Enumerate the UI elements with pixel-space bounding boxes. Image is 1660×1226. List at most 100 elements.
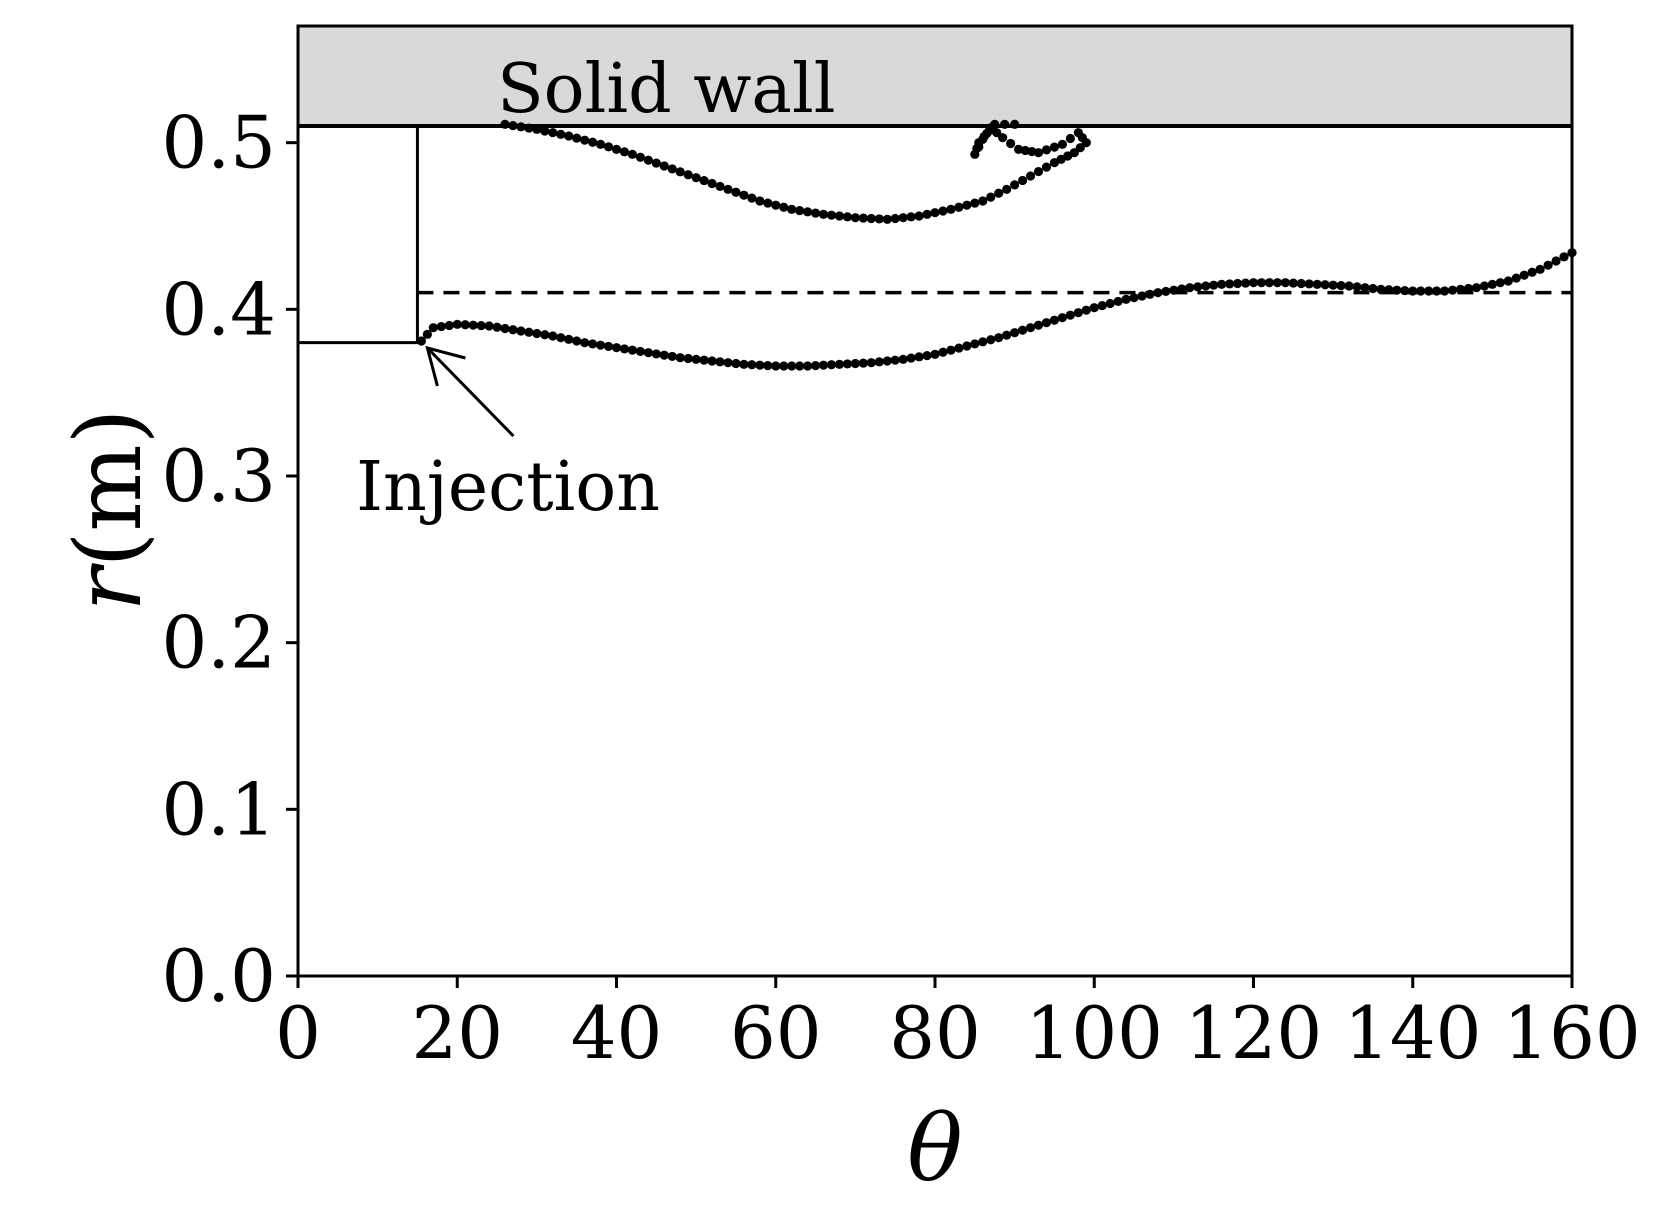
data-point [715, 181, 725, 192]
data-point [1280, 278, 1290, 288]
data-point [763, 360, 773, 371]
data-point [979, 131, 989, 142]
data-point [1559, 252, 1569, 262]
data-point [611, 144, 622, 154]
y-tick-label: 0.3 [161, 434, 276, 518]
data-point [1169, 285, 1179, 295]
data-point [1511, 273, 1521, 283]
data-point [914, 211, 924, 221]
data-point [572, 133, 582, 143]
y-tick-label: 0.5 [161, 101, 276, 185]
injection-inlet [298, 126, 419, 345]
data-point [834, 211, 845, 221]
data-point [1049, 142, 1060, 152]
data-point [516, 326, 526, 336]
data-point [1185, 283, 1195, 293]
data-point [922, 209, 932, 219]
injection-arrow-head [425, 345, 466, 387]
data-point [1535, 264, 1545, 274]
data-point [548, 128, 558, 138]
data-point [1010, 328, 1020, 338]
data-point [1097, 300, 1107, 311]
y-tick-label: 0.0 [161, 934, 276, 1018]
data-point [755, 360, 765, 370]
data-point [460, 320, 470, 330]
data-point [747, 360, 757, 370]
data-point [723, 184, 733, 194]
data-point [595, 340, 606, 350]
data-point [1049, 315, 1060, 325]
data-point [1177, 284, 1187, 294]
data-point [611, 343, 622, 353]
data-point [1014, 144, 1024, 154]
data-point [723, 358, 733, 368]
data-point [1479, 281, 1490, 291]
data-point [978, 196, 988, 206]
data-point [1057, 313, 1067, 323]
data-point [882, 356, 892, 366]
data-point [635, 152, 645, 162]
data-point [1336, 280, 1346, 291]
data-point [906, 212, 916, 222]
data-point [930, 208, 940, 218]
data-point [675, 167, 685, 177]
data-point [1416, 286, 1426, 296]
injection-label: Injection [356, 448, 660, 527]
data-point [500, 119, 510, 129]
data-point [659, 350, 669, 360]
data-point [906, 353, 916, 363]
data-point [556, 333, 566, 343]
data-point [898, 213, 908, 223]
x-tick-label: 140 [1344, 991, 1481, 1075]
data-point [699, 175, 709, 186]
data-point [850, 213, 860, 223]
data-point [492, 322, 502, 332]
data-point [938, 347, 948, 357]
data-point [810, 360, 821, 371]
x-axis-title: θ [907, 1095, 962, 1202]
data-point [890, 213, 900, 224]
data-point [834, 359, 845, 369]
data-point [595, 139, 606, 149]
y-axis: 0.0 0.1 0.2 0.3 0.4 0.5 [161, 101, 298, 1018]
data-point [974, 138, 984, 148]
data-point [795, 361, 805, 371]
data-point [1328, 280, 1338, 290]
data-point [1495, 278, 1505, 288]
data-point [803, 361, 813, 371]
data-point [850, 358, 860, 369]
data-point [842, 359, 853, 369]
data-point [428, 323, 438, 333]
data-point [930, 349, 940, 359]
data-point [986, 335, 996, 345]
data-point [444, 320, 454, 331]
data-point [588, 137, 598, 147]
data-point [572, 336, 582, 346]
data-point [1344, 281, 1354, 291]
data-point [619, 147, 630, 157]
data-point [1017, 325, 1028, 335]
data-point [683, 170, 693, 180]
data-point [1304, 279, 1314, 289]
data-point [1081, 305, 1091, 315]
data-point [970, 198, 980, 208]
data-point [1447, 285, 1458, 295]
data-point [1121, 294, 1131, 304]
series-1 [500, 119, 1091, 224]
data-point [890, 355, 900, 365]
plot-area: Solid wall Injection [296, 24, 1577, 978]
data-point [1065, 310, 1075, 320]
data-point [826, 360, 837, 370]
data-point [580, 338, 590, 348]
data-point [643, 348, 653, 358]
x-tick-label: 120 [1185, 991, 1322, 1075]
y-axis-title-unit: (m) [55, 408, 162, 567]
data-point [731, 358, 741, 369]
data-point [452, 319, 462, 329]
data-point [659, 161, 669, 171]
data-point [1073, 308, 1083, 318]
data-point [1272, 278, 1282, 288]
data-point [1073, 128, 1083, 138]
data-point [508, 120, 518, 131]
data-point [922, 350, 932, 361]
